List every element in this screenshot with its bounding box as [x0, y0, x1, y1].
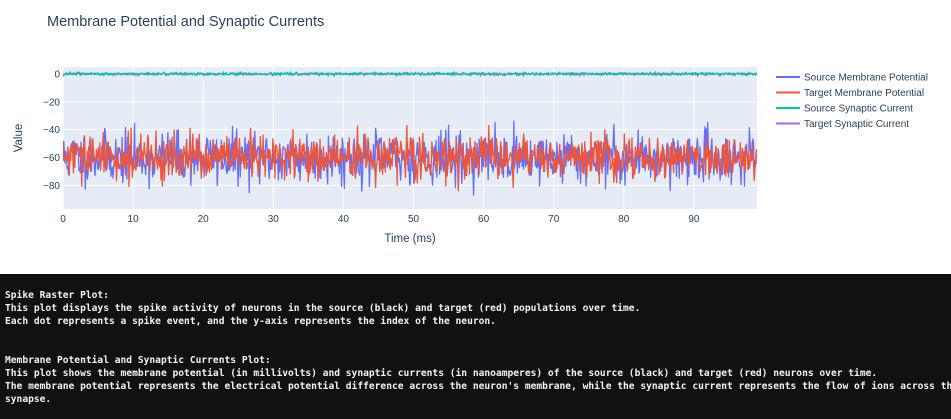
- console-line: This plot shows the membrane potential (…: [5, 368, 878, 379]
- console-output: Spike Raster Plot: This plot displays the…: [0, 274, 951, 419]
- console-line: Spike Raster Plot:: [5, 290, 109, 301]
- x-tick-label: 90: [688, 214, 700, 225]
- series-line: [63, 71, 757, 77]
- x-tick-label: 10: [128, 214, 140, 225]
- x-tick-label: 30: [268, 214, 280, 225]
- console-line: The membrane potential represents the el…: [5, 381, 951, 392]
- console-line: Membrane Potential and Synaptic Currents…: [5, 355, 271, 366]
- console-line: synapse.: [5, 394, 52, 405]
- legend-label: Target Membrane Potential: [804, 88, 924, 99]
- chart-container: 0 10 20 30 40 50 60 70 80 90 0 −20 −40 −60 −80 Membrane…: [13, 14, 928, 245]
- y-tick-label: −60: [43, 153, 60, 164]
- console-line: [5, 341, 951, 354]
- membrane-potential-chart: 0 10 20 30 40 50 60 70 80 90 0 −20 −40 −60 −80 Membrane…: [13, 14, 928, 245]
- y-tick-label: −80: [43, 181, 60, 192]
- series-line: [63, 124, 757, 192]
- x-tick-label: 50: [408, 214, 420, 225]
- y-tick-label: −20: [43, 97, 60, 108]
- console-line: [5, 328, 951, 341]
- x-tick-label: 20: [198, 214, 210, 225]
- x-tick-label: 80: [618, 214, 630, 225]
- chart-title: Membrane Potential and Synaptic Currents: [47, 14, 324, 30]
- x-axis-label: Time (ms): [384, 233, 435, 245]
- y-tick-label: −40: [43, 125, 60, 136]
- legend-label: Target Synaptic Current: [804, 119, 909, 130]
- y-axis-label: Value: [13, 124, 25, 153]
- console-line: This plot displays the spike activity of…: [5, 303, 641, 314]
- console-line: Each dot represents a spike event, and t…: [5, 316, 496, 327]
- x-tick-label: 0: [60, 214, 66, 225]
- legend-label: Source Membrane Potential: [804, 73, 928, 84]
- x-tick-label: 70: [548, 214, 560, 225]
- y-tick-label: 0: [54, 69, 60, 80]
- legend-label: Source Synaptic Current: [804, 104, 913, 115]
- x-tick-label: 40: [338, 214, 350, 225]
- x-tick-label: 60: [478, 214, 490, 225]
